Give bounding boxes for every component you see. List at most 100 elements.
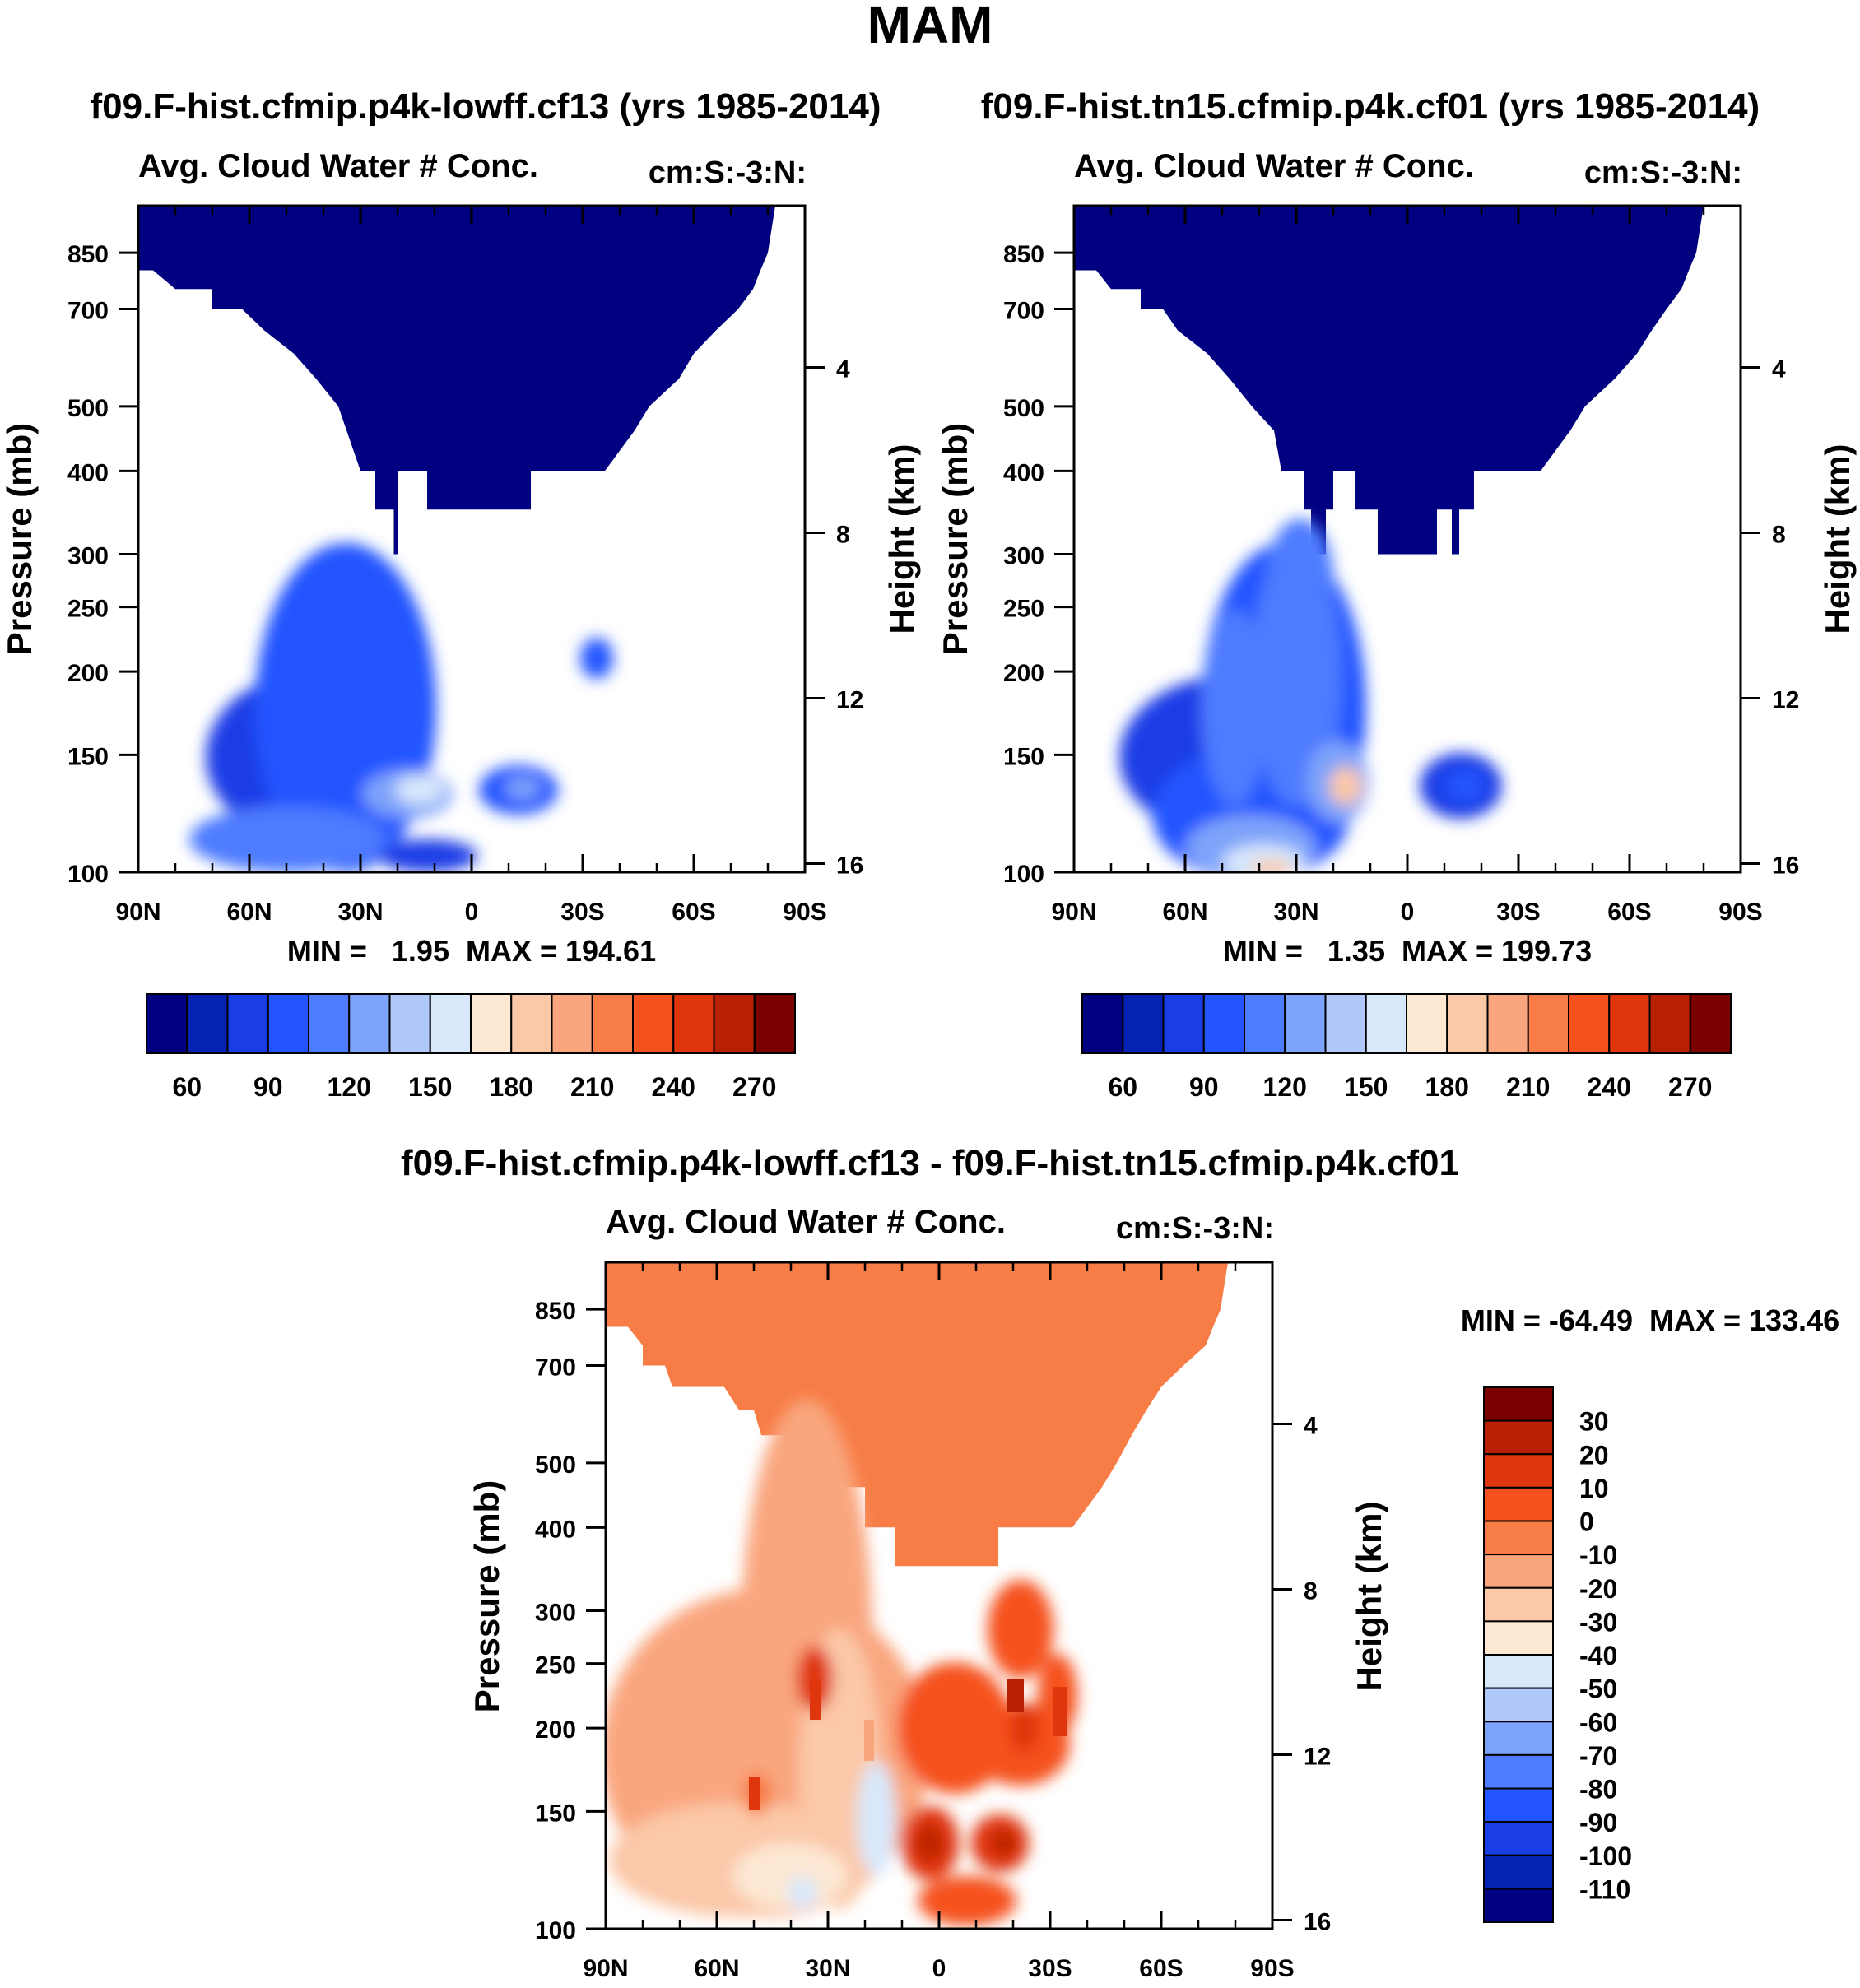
colorbar-label: -20 <box>1579 1574 1617 1604</box>
panel-3-title: f09.F-hist.cfmip.p4k-lowff.cf13 - f09.F-… <box>401 1143 1459 1183</box>
colorbar-box <box>429 993 472 1054</box>
colorbar-label: 20 <box>1579 1440 1609 1470</box>
y-tick-label: 200 <box>67 660 109 687</box>
panel-2-plot-area <box>1074 206 1741 872</box>
x-tick-label: 30N <box>337 899 383 926</box>
panel-3-feature <box>1053 1687 1067 1736</box>
y-right-tick-label: 16 <box>1772 852 1799 880</box>
colorbar-box <box>1568 993 1611 1054</box>
panel-3-feature <box>864 1720 874 1761</box>
x-tick-label: 90S <box>783 899 826 926</box>
panel-2-y-right-axis: 16 12 8 4 <box>1741 355 1799 880</box>
colorbar-label: -90 <box>1579 1808 1617 1837</box>
colorbar-box <box>551 993 593 1054</box>
colorbar-box <box>1483 1520 1554 1556</box>
panel-1-y-right-axis: 16 12 8 4 <box>805 355 863 880</box>
colorbar-label: -70 <box>1579 1741 1617 1771</box>
x-tick-label: 60S <box>1139 1955 1183 1982</box>
panel-2-y-axis: 100 150 200 250 300 400 500 700 850 <box>1003 241 1074 888</box>
panel-1-subtitle-left: Avg. Cloud Water # Conc. <box>138 148 538 184</box>
colorbar-box <box>1483 1453 1554 1489</box>
colorbar-label: -30 <box>1579 1607 1617 1637</box>
y-tick-label: 250 <box>67 596 109 623</box>
colorbar-box <box>186 993 229 1054</box>
x-tick-label: 30S <box>560 899 604 926</box>
y-tick-label: 300 <box>1003 543 1044 570</box>
x-tick-label: 90S <box>1718 899 1762 926</box>
colorbar-box <box>388 993 431 1054</box>
y-right-tick-label: 8 <box>1772 521 1786 548</box>
colorbar-box <box>1244 993 1286 1054</box>
x-tick-label: 0 <box>465 899 479 926</box>
panel-3-ylabel: Pressure (mb) <box>467 1480 506 1712</box>
panel-1-ylabel: Pressure (mb) <box>0 423 39 655</box>
panel-3-feature <box>1007 1679 1024 1712</box>
x-tick-label: 0 <box>1401 899 1415 926</box>
colorbar-box <box>1122 993 1165 1054</box>
panel-3-feature <box>810 1679 821 1720</box>
colorbar-box <box>146 993 188 1054</box>
y-tick-label: 700 <box>1003 297 1044 324</box>
colorbar-box <box>348 993 391 1054</box>
y-right-tick-label: 8 <box>1304 1577 1318 1605</box>
colorbar-box <box>1483 1888 1554 1923</box>
panel-1-y-axis: 100 150 200 250 300 400 500 700 850 <box>67 241 138 888</box>
y-right-tick-label: 12 <box>836 687 863 714</box>
colorbar-box <box>632 993 675 1054</box>
colorbar-box <box>1406 993 1448 1054</box>
panel-3-y-axis: 100 150 200 250 300 400 500 700 850 <box>535 1298 606 1944</box>
x-tick-label: 60S <box>672 899 715 926</box>
panel-2-subtitle-right: cm:S:-3:N: <box>1584 156 1742 190</box>
y-tick-label: 250 <box>1003 596 1044 623</box>
panel-3-plot-area <box>606 1262 1272 1925</box>
y-right-tick-label: 4 <box>836 355 850 383</box>
x-tick-label: 60N <box>226 899 272 926</box>
colorbar-box <box>1483 1419 1554 1456</box>
colorbar-box <box>470 993 513 1054</box>
y-tick-label: 850 <box>535 1298 576 1325</box>
colorbar-box <box>1648 993 1691 1054</box>
colorbar-label: -100 <box>1579 1842 1632 1871</box>
panel-2-data-features <box>1119 518 1502 872</box>
panel-3-y-right-axis: 16 12 8 4 <box>1272 1412 1331 1936</box>
colorbar-label: 60 <box>1108 1072 1137 1102</box>
y-tick-label: 250 <box>535 1652 576 1679</box>
y-right-tick-label: 8 <box>836 521 850 548</box>
colorbar-label: -40 <box>1579 1641 1617 1670</box>
colorbar-label: 210 <box>1506 1072 1550 1102</box>
y-tick-label: 100 <box>67 861 109 888</box>
colorbar-box <box>308 993 351 1054</box>
x-tick-label: 60N <box>694 1955 739 1982</box>
colorbar-box <box>1284 993 1327 1054</box>
panel-2-stats: MIN = 1.35 MAX = 199.73 <box>1223 934 1592 968</box>
panel-3: f09.F-hist.cfmip.p4k-lowff.cf13 - f09.F-… <box>401 1143 1839 1982</box>
y-tick-label: 400 <box>67 459 109 486</box>
x-tick-label: 90N <box>1051 899 1096 926</box>
colorbar-box <box>1365 993 1407 1054</box>
panel-3-x-axis: 90N 60N 30N 0 30S 60S 90S <box>583 1262 1295 1982</box>
colorbar-box <box>672 993 715 1054</box>
colorbar-box <box>1483 1753 1554 1790</box>
colorbar-label: 120 <box>1263 1072 1307 1102</box>
y-tick-label: 150 <box>1003 743 1044 770</box>
colorbar-box <box>1446 993 1489 1054</box>
colorbar-label: -80 <box>1579 1775 1617 1805</box>
y-right-tick-label: 12 <box>1772 687 1799 714</box>
panel-2-data-field <box>1074 206 1741 555</box>
panel-2-ylabel: Pressure (mb) <box>936 423 974 655</box>
y-tick-label: 400 <box>535 1516 576 1543</box>
panel-2-title: f09.F-hist.tn15.cfmip.p4k.cf01 (yrs 1985… <box>981 86 1760 127</box>
colorbar-label: 0 <box>1579 1507 1594 1537</box>
colorbar-label: 30 <box>1579 1407 1609 1437</box>
y-tick-label: 150 <box>67 743 109 770</box>
x-tick-label: 90N <box>583 1955 628 1982</box>
panel-2: f09.F-hist.tn15.cfmip.p4k.cf01 (yrs 1985… <box>936 86 1857 1102</box>
panel-1-x-axis: 90N 60N 30N 0 30S 60S 90S <box>115 206 827 926</box>
panel-1-data-features <box>189 543 613 872</box>
panel-2-ylabel-right: Height (km) <box>1818 444 1857 634</box>
panel-3-data-field <box>606 1262 1272 1567</box>
x-tick-label: 30N <box>1273 899 1318 926</box>
colorbar-box <box>1483 1554 1554 1589</box>
colorbar-box <box>1324 993 1367 1054</box>
